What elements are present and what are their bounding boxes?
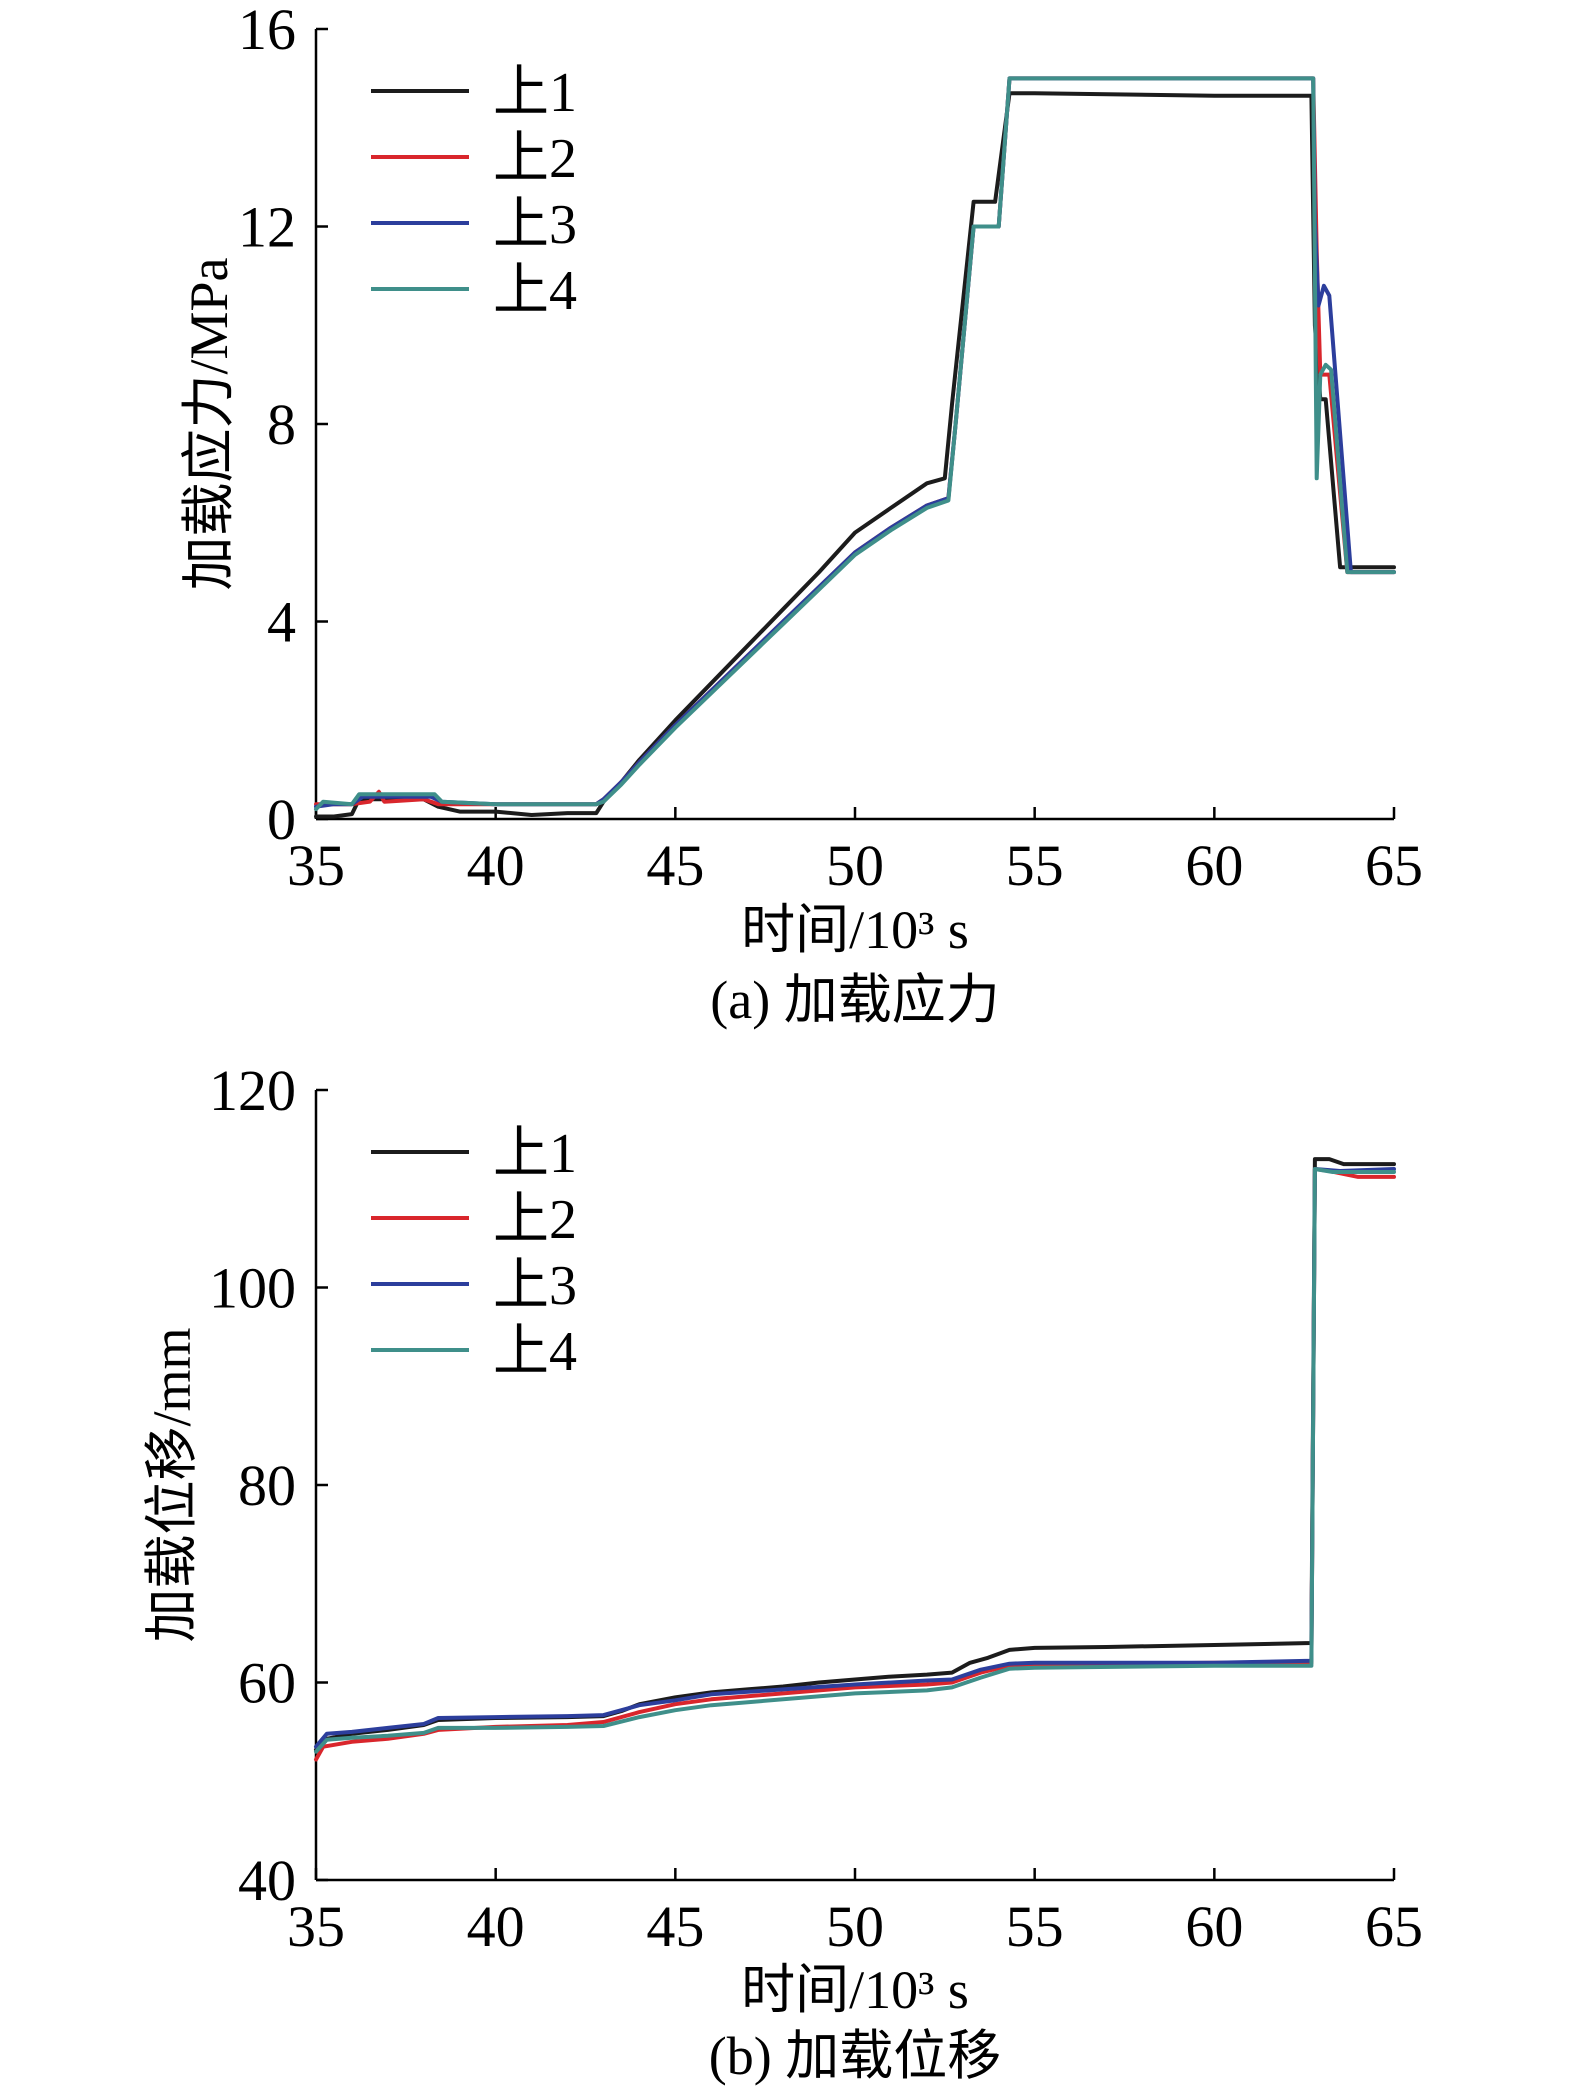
panel-caption: (a) 加载应力	[710, 970, 999, 1030]
legend-label-3: 上3	[493, 1255, 577, 1317]
x-tick-label: 35	[287, 833, 345, 898]
y-tick-label: 4	[267, 590, 296, 655]
x-tick-label: 45	[646, 833, 704, 898]
panel-b-displacement-chart: 时间/10³ s 加载位移/mm (b) 加载位移 35 40 45 50 55 60 65…	[142, 1058, 1423, 2086]
series-group	[314, 76, 1396, 819]
x-axis-label: 时间/10³ s	[741, 900, 969, 960]
series-line-1	[314, 91, 1396, 819]
legend-label-4: 上4	[493, 1321, 577, 1383]
y-tick-label: 8	[267, 392, 296, 457]
series-line-2	[314, 1167, 1396, 1762]
y-tick-label: 40	[238, 1848, 296, 1913]
x-tick-label: 50	[826, 1894, 884, 1959]
series-line-4	[314, 76, 1396, 812]
legend-label-1: 上1	[493, 1123, 577, 1185]
panel-a-stress-chart: 时间/10³ s 加载应力/MPa (a) 加载应力 35 40 45 50 55 60 6…	[179, 0, 1423, 1030]
y-tick-label: 120	[209, 1058, 296, 1123]
legend-label-2: 上2	[493, 1189, 577, 1251]
y-axis-label: 加载位移/mm	[142, 1327, 202, 1642]
x-tick-label: 40	[467, 1894, 525, 1959]
x-tick-label: 65	[1365, 1894, 1423, 1959]
legend-label-4: 上4	[493, 260, 577, 322]
x-tick-label: 50	[826, 833, 884, 898]
series-line-3	[314, 1167, 1396, 1749]
x-tick-label: 45	[646, 1894, 704, 1959]
x-tick-label: 55	[1006, 833, 1064, 898]
y-axis-label: 加载应力/MPa	[179, 257, 239, 590]
x-axis-label: 时间/10³ s	[741, 1960, 969, 2020]
series-line-3	[314, 76, 1396, 809]
x-tick-label: 65	[1365, 833, 1423, 898]
series-line-4	[314, 1167, 1396, 1754]
series-line-2	[314, 76, 1396, 807]
legend-label-1: 上1	[493, 62, 577, 124]
y-tick-label: 0	[267, 787, 296, 852]
x-tick-label: 60	[1185, 833, 1243, 898]
panel-caption: (b) 加载位移	[709, 2026, 1001, 2086]
y-tick-label: 80	[238, 1453, 296, 1518]
legend-label-2: 上2	[493, 128, 577, 190]
y-tick-label: 100	[209, 1256, 296, 1321]
x-tick-label: 40	[467, 833, 525, 898]
y-tick-label: 12	[238, 195, 296, 260]
y-tick-label: 16	[238, 0, 296, 62]
x-tick-label: 60	[1185, 1894, 1243, 1959]
y-tick-label: 60	[238, 1651, 296, 1716]
x-tick-label: 55	[1006, 1894, 1064, 1959]
legend-label-3: 上3	[493, 194, 577, 256]
x-tick-label: 35	[287, 1894, 345, 1959]
series-group	[314, 1157, 1396, 1762]
